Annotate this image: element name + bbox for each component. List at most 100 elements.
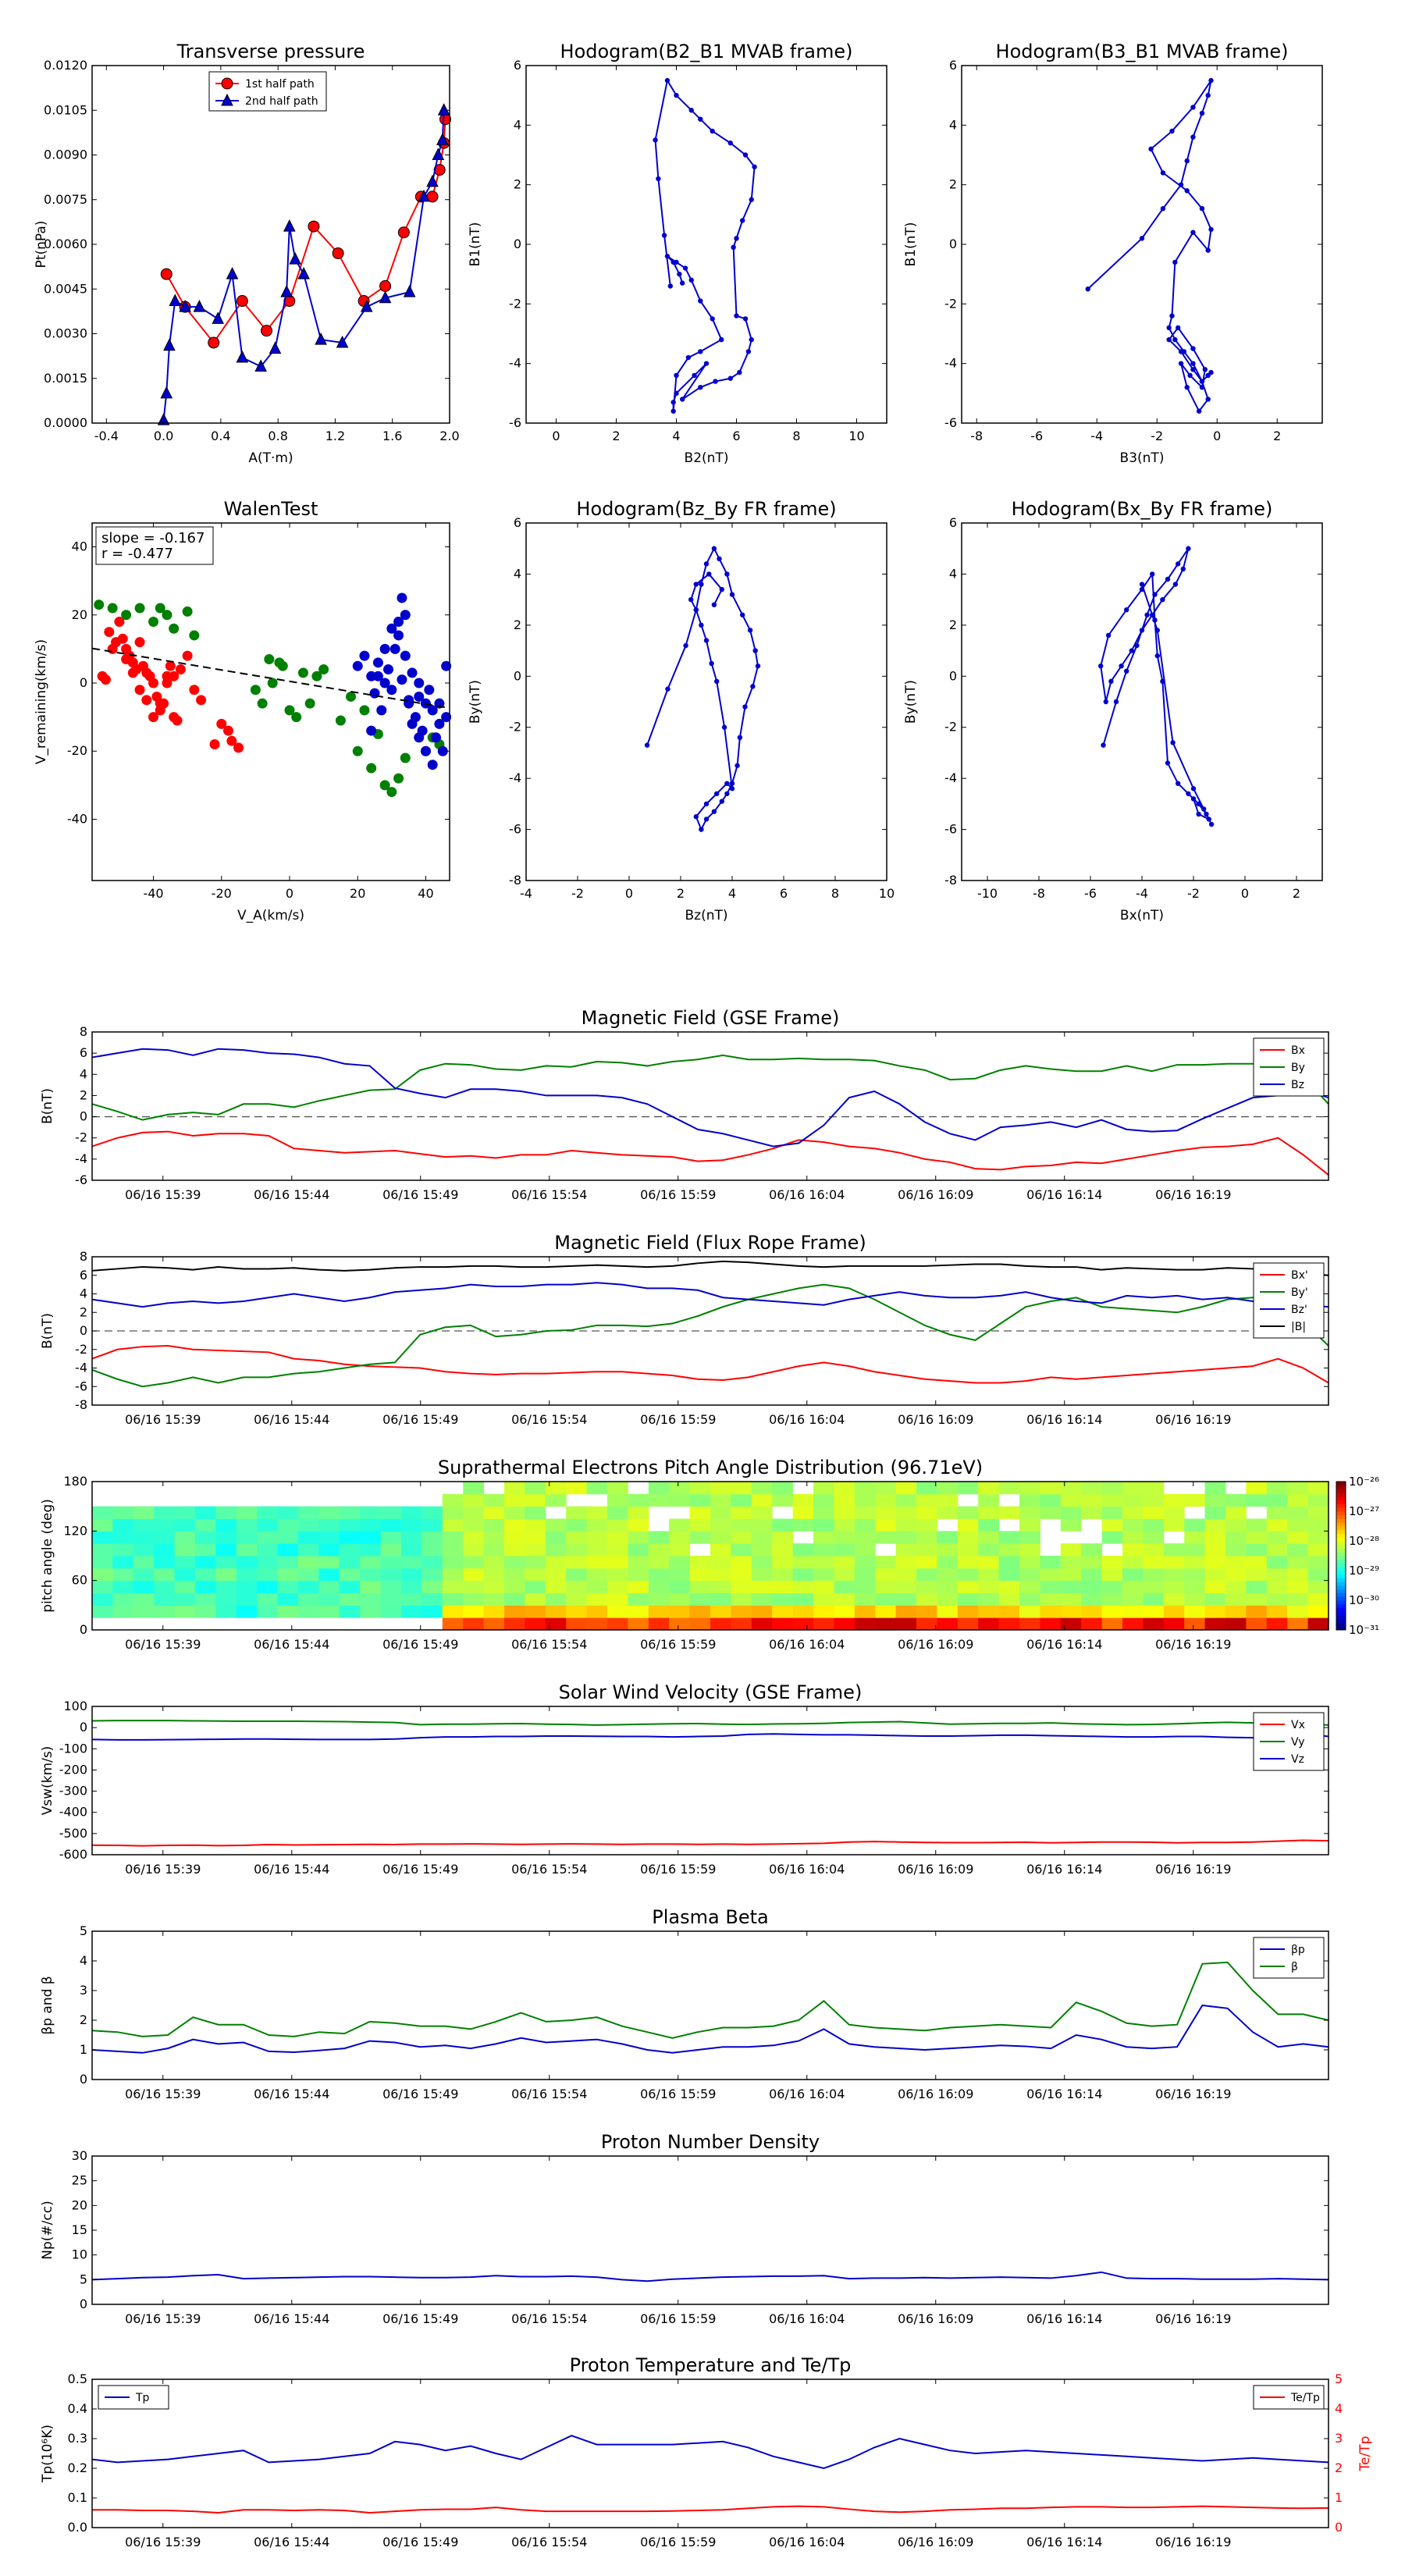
- walen-xtick-label: 0: [286, 886, 293, 901]
- pad-cell: [112, 1580, 134, 1593]
- mf_fr-ytick-label: -6: [75, 1379, 87, 1393]
- mf_gse-series-line-2: [91, 1048, 1329, 1147]
- pad-cell: [607, 1605, 628, 1618]
- pad-cell: [875, 1493, 897, 1507]
- walen-point: [372, 671, 383, 681]
- vsw-series-line-0: [91, 1839, 1329, 1847]
- vsw-ytick-label: -400: [59, 1805, 87, 1820]
- pad-cell: [1101, 1493, 1123, 1507]
- pad-cell: [298, 1580, 319, 1593]
- beta-xtick-label: 06/16 15:59: [640, 2087, 716, 2101]
- beta-ytick-label: 2: [80, 2012, 87, 2027]
- pad-ytick-label: 180: [63, 1474, 87, 1489]
- h2-point: [1205, 92, 1211, 98]
- pad-cell: [1163, 1567, 1185, 1582]
- pad-cell: [1101, 1518, 1123, 1532]
- pad-cell: [957, 1482, 979, 1495]
- mf_gse-xtick-label: 06/16 15:59: [640, 1187, 716, 1202]
- tpt-series-line-1: [92, 2505, 1329, 2514]
- pad-cell: [483, 1493, 505, 1507]
- h4-point: [1105, 632, 1112, 639]
- pad-cell: [525, 1482, 546, 1495]
- pad-cell: [298, 1567, 319, 1582]
- pad-cell: [669, 1543, 691, 1557]
- pad-cell: [277, 1506, 299, 1519]
- mf_gse-xtick-label: 06/16 16:09: [898, 1187, 973, 1202]
- h4-point: [1152, 617, 1158, 623]
- h2-point: [1184, 188, 1190, 194]
- pad-cell: [875, 1482, 897, 1495]
- pad-cell: [731, 1531, 752, 1544]
- beta-title: Plasma Beta: [652, 1906, 768, 1928]
- tp-point: [160, 386, 173, 399]
- h2-point: [1199, 385, 1205, 390]
- pad-cell: [998, 1567, 1020, 1582]
- vsw-series-line-2: [91, 1732, 1329, 1741]
- tp-point: [236, 350, 249, 363]
- h4-point: [1098, 664, 1104, 669]
- vsw-xtick-label: 06/16 15:39: [125, 1862, 201, 1877]
- walen-point: [297, 667, 308, 678]
- pad-cell: [669, 1567, 691, 1582]
- beta-ytick-label: 4: [80, 1953, 87, 1968]
- tp-ytick-label: 0.0120: [44, 58, 87, 73]
- pad-cell: [401, 1506, 422, 1519]
- beta-xtick-label: 06/16 16:04: [769, 2087, 845, 2101]
- pad-cell: [1143, 1493, 1165, 1507]
- tp-point: [403, 284, 416, 297]
- tpt-series-line-0: [91, 2435, 1329, 2470]
- pad-cell: [566, 1556, 588, 1569]
- walen-point: [376, 705, 387, 716]
- pad-cell: [257, 1605, 279, 1618]
- walen-xtick-label: -20: [212, 886, 232, 901]
- tpt-title: Proton Temperature and Te/Tp: [570, 2354, 852, 2376]
- walen-point: [407, 718, 418, 729]
- h4-point: [1150, 612, 1155, 617]
- h4-ytick-label: -6: [944, 822, 957, 837]
- pad-cell: [751, 1518, 773, 1532]
- mf_fr-ytick-label: 8: [80, 1249, 87, 1264]
- walen-point: [379, 643, 390, 654]
- h2-xtick-label: -8: [970, 429, 983, 443]
- pad-cell: [1081, 1567, 1103, 1582]
- h2-ylabel: B1(nT): [903, 222, 919, 267]
- h4-ytick-label: -2: [944, 720, 957, 735]
- pad-cell: [1163, 1580, 1185, 1593]
- walen-point: [134, 685, 145, 696]
- pad-cell: [813, 1580, 834, 1593]
- h1-ytick-label: -2: [509, 296, 521, 311]
- pad-cell: [1060, 1506, 1082, 1519]
- tp-point: [397, 226, 410, 239]
- pad-cell: [545, 1493, 567, 1507]
- walen-xtick-label: 40: [418, 886, 433, 901]
- pad-cell: [442, 1493, 464, 1507]
- mf_gse-ytick-label: -4: [75, 1151, 87, 1166]
- pad-cell: [422, 1605, 443, 1618]
- pad-cell: [1266, 1580, 1288, 1593]
- pad-cell: [689, 1592, 711, 1606]
- h4-point: [1172, 582, 1179, 587]
- pad-xtick-label: 06/16 15:39: [125, 1637, 201, 1652]
- np-xtick-label: 06/16 16:09: [898, 2311, 973, 2326]
- h3-point: [724, 791, 730, 796]
- pad-cell: [1143, 1531, 1165, 1544]
- pad-cell: [545, 1580, 567, 1593]
- pad-cell: [792, 1567, 814, 1582]
- h4-ytick-label: -8: [944, 873, 957, 888]
- pad-cell: [731, 1592, 752, 1606]
- pad-cell: [318, 1531, 340, 1544]
- pad-cell: [628, 1592, 649, 1606]
- h4-point: [1190, 796, 1197, 802]
- pad-cell: [401, 1518, 422, 1532]
- pad-cell: [442, 1518, 464, 1532]
- pad-cell: [628, 1605, 649, 1618]
- h2-ytick-label: -6: [944, 415, 957, 430]
- pad-cell: [133, 1556, 155, 1569]
- tp-point: [169, 294, 182, 307]
- pad-cell: [689, 1556, 711, 1569]
- pad-cell: [195, 1543, 216, 1557]
- pad-cell: [442, 1531, 464, 1544]
- pad-colorbar-cell: [1336, 1618, 1346, 1623]
- h2-xtick-label: 0: [1213, 429, 1221, 443]
- tp-point: [212, 311, 225, 324]
